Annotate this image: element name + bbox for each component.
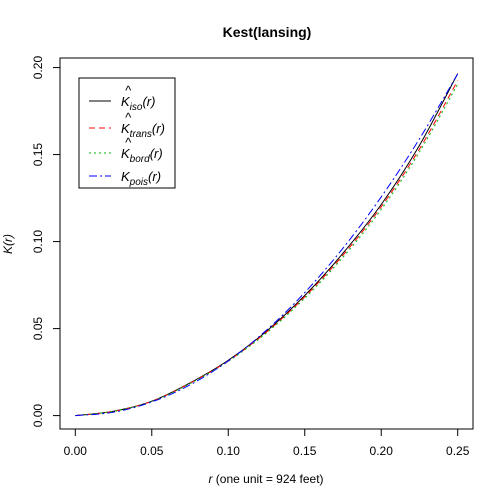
legend-label-bord: Kbord(r) <box>121 146 163 165</box>
y-tick-label: 0.00 <box>31 404 45 428</box>
x-axis-label: r (one unit = 924 feet) <box>208 472 323 486</box>
series-line-trans <box>75 80 459 417</box>
chart-title: Kest(lansing) <box>223 24 312 40</box>
series-line-iso <box>75 73 459 417</box>
x-tick-label: 0.00 <box>64 444 88 458</box>
legend-hat-bord: ^ <box>125 135 132 150</box>
y-axis-label: K(r) <box>1 234 15 254</box>
x-tick-label: 0.15 <box>293 444 317 458</box>
y-tick-label: 0.20 <box>31 56 45 80</box>
y-axis-label-var: K <box>1 245 15 254</box>
x-tick-label: 0.20 <box>370 444 394 458</box>
x-tick-label: 0.10 <box>217 444 241 458</box>
x-tick-label: 0.05 <box>140 444 164 458</box>
y-axis: 0.00 0.05 0.10 0.15 0.20 <box>31 56 61 428</box>
legend-label-trans: Ktrans(r) <box>121 121 165 140</box>
y-axis-label-arg: (r) <box>1 234 15 246</box>
series-line-bord <box>75 83 459 417</box>
series-line-pois <box>75 73 459 417</box>
legend-hat-trans: ^ <box>125 110 132 125</box>
x-axis: 0.00 0.05 0.10 0.15 0.20 0.25 <box>64 428 470 458</box>
x-axis-label-rest: (one unit = 924 feet) <box>212 472 323 486</box>
legend-label-pois: Kpois(r) <box>121 169 161 188</box>
legend-label-iso: Kiso(r) <box>121 94 155 113</box>
x-tick-label: 0.25 <box>446 444 470 458</box>
x-axis-label-var: r <box>208 472 213 486</box>
legend-box <box>78 77 176 189</box>
y-tick-label: 0.05 <box>31 317 45 341</box>
y-tick-label: 0.10 <box>31 230 45 254</box>
legend: Kiso(r)^Ktrans(r)^Kbord(r)^Kpois(r) <box>78 77 176 189</box>
series-lines <box>75 73 459 417</box>
legend-hat-iso: ^ <box>125 83 132 98</box>
y-tick-label: 0.15 <box>31 143 45 167</box>
